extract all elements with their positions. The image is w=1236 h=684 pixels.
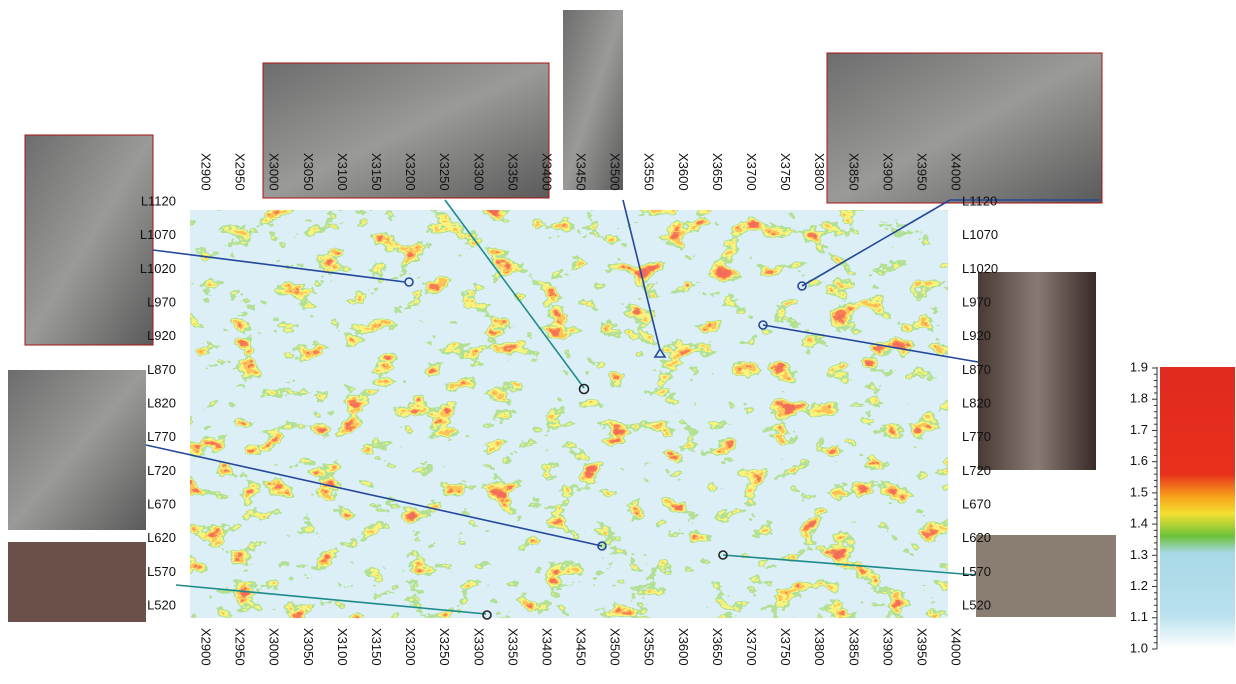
x-label-bottom: X3700 <box>744 628 759 666</box>
x-label-bottom: X3650 <box>710 628 725 666</box>
x-label-top: X2900 <box>199 153 214 191</box>
x-label-top: X3200 <box>403 153 418 191</box>
x-label-top: X3650 <box>710 153 725 191</box>
line-label-right: L870 <box>962 362 991 377</box>
x-label-top: X3250 <box>437 153 452 191</box>
x-label-top: X3400 <box>539 153 554 191</box>
x-label-bottom: X3600 <box>676 628 691 666</box>
line-label-right: L1120 <box>962 193 997 208</box>
x-label-bottom: X3050 <box>301 628 316 666</box>
x-label-top: X3850 <box>846 153 861 191</box>
colorbar <box>1160 367 1235 649</box>
colorbar-label: 1.9 <box>1130 359 1148 374</box>
line-label-right: L570 <box>962 564 991 579</box>
x-label-bottom: X3550 <box>642 628 657 666</box>
line-label-left: L1020 <box>140 261 176 276</box>
line-label-right: L620 <box>962 530 991 545</box>
line-label-left: L920 <box>147 328 176 343</box>
colorbar-label: 1.6 <box>1130 453 1148 468</box>
x-label-bottom: X3150 <box>369 628 384 666</box>
line-label-left: L670 <box>147 496 176 511</box>
x-label-bottom: X2900 <box>199 628 214 666</box>
core-photo <box>25 135 153 345</box>
core-photo <box>8 542 146 622</box>
x-label-top: X3950 <box>914 153 929 191</box>
x-label-bottom: X3200 <box>403 628 418 666</box>
line-label-left: L1070 <box>140 227 176 242</box>
line-label-left: L970 <box>147 294 176 309</box>
line-label-left: L1120 <box>141 193 176 208</box>
x-label-bottom: X3850 <box>846 628 861 666</box>
colorbar-label: 1.8 <box>1130 391 1148 406</box>
x-label-bottom: X3450 <box>574 628 589 666</box>
line-label-left: L620 <box>147 530 176 545</box>
line-label-left: L870 <box>147 362 176 377</box>
x-label-top: X3350 <box>505 153 520 191</box>
x-label-bottom: X3950 <box>914 628 929 666</box>
line-label-right: L770 <box>962 429 991 444</box>
heatmap <box>190 210 948 618</box>
core-photo <box>976 535 1116 617</box>
map <box>190 210 948 618</box>
x-label-bottom: X3250 <box>437 628 452 666</box>
colorbar-label: 1.7 <box>1130 422 1148 437</box>
x-label-top: X4000 <box>949 153 964 191</box>
colorbar-label: 1.3 <box>1130 547 1148 562</box>
line-label-right: L820 <box>962 395 991 410</box>
x-label-top: X3300 <box>471 153 486 191</box>
x-label-top: X3500 <box>608 153 623 191</box>
line-label-right: L1070 <box>962 227 998 242</box>
x-label-bottom: X3300 <box>471 628 486 666</box>
core-photo <box>978 272 1096 470</box>
line-label-left: L820 <box>147 395 176 410</box>
x-label-bottom: X3800 <box>812 628 827 666</box>
x-label-top: X3900 <box>880 153 895 191</box>
x-label-bottom: X3750 <box>778 628 793 666</box>
x-label-top: X3450 <box>574 153 589 191</box>
x-label-top: X3750 <box>778 153 793 191</box>
colorbar-label: 1.5 <box>1130 484 1148 499</box>
x-label-top: X3700 <box>744 153 759 191</box>
x-label-top: X2950 <box>233 153 248 191</box>
x-label-top: X3050 <box>301 153 316 191</box>
x-label-bottom: X3000 <box>267 628 282 666</box>
colorbar-label: 1.1 <box>1130 609 1148 624</box>
x-label-bottom: X4000 <box>949 628 964 666</box>
colorbar-label: 1.2 <box>1130 578 1148 593</box>
x-label-top: X3800 <box>812 153 827 191</box>
x-label-top: X3150 <box>369 153 384 191</box>
x-label-top: X3100 <box>335 153 350 191</box>
line-label-left: L520 <box>147 597 176 612</box>
colorbar-label: 1.4 <box>1130 516 1148 531</box>
x-label-top: X3600 <box>676 153 691 191</box>
x-label-bottom: X3350 <box>505 628 520 666</box>
x-label-bottom: X3500 <box>608 628 623 666</box>
x-label-bottom: X2950 <box>233 628 248 666</box>
x-label-bottom: X3900 <box>880 628 895 666</box>
line-label-right: L1020 <box>962 261 998 276</box>
line-label-left: L770 <box>147 429 176 444</box>
line-label-left: L570 <box>147 564 176 579</box>
x-label-bottom: X3400 <box>539 628 554 666</box>
colorbar-label: 1.0 <box>1130 640 1148 655</box>
x-label-bottom: X3100 <box>335 628 350 666</box>
line-label-right: L920 <box>962 328 991 343</box>
line-label-right: L970 <box>962 294 991 309</box>
x-label-top: X3550 <box>642 153 657 191</box>
x-label-top: X3000 <box>267 153 282 191</box>
line-label-right: L670 <box>962 496 991 511</box>
figure: X2900 X2900 X2950 X2950 X3000 X3000 X3050 X3050… <box>0 0 1236 684</box>
line-label-right: L520 <box>962 597 991 612</box>
line-label-right: L720 <box>962 463 991 478</box>
line-label-left: L720 <box>147 463 176 478</box>
core-photo <box>8 370 146 530</box>
